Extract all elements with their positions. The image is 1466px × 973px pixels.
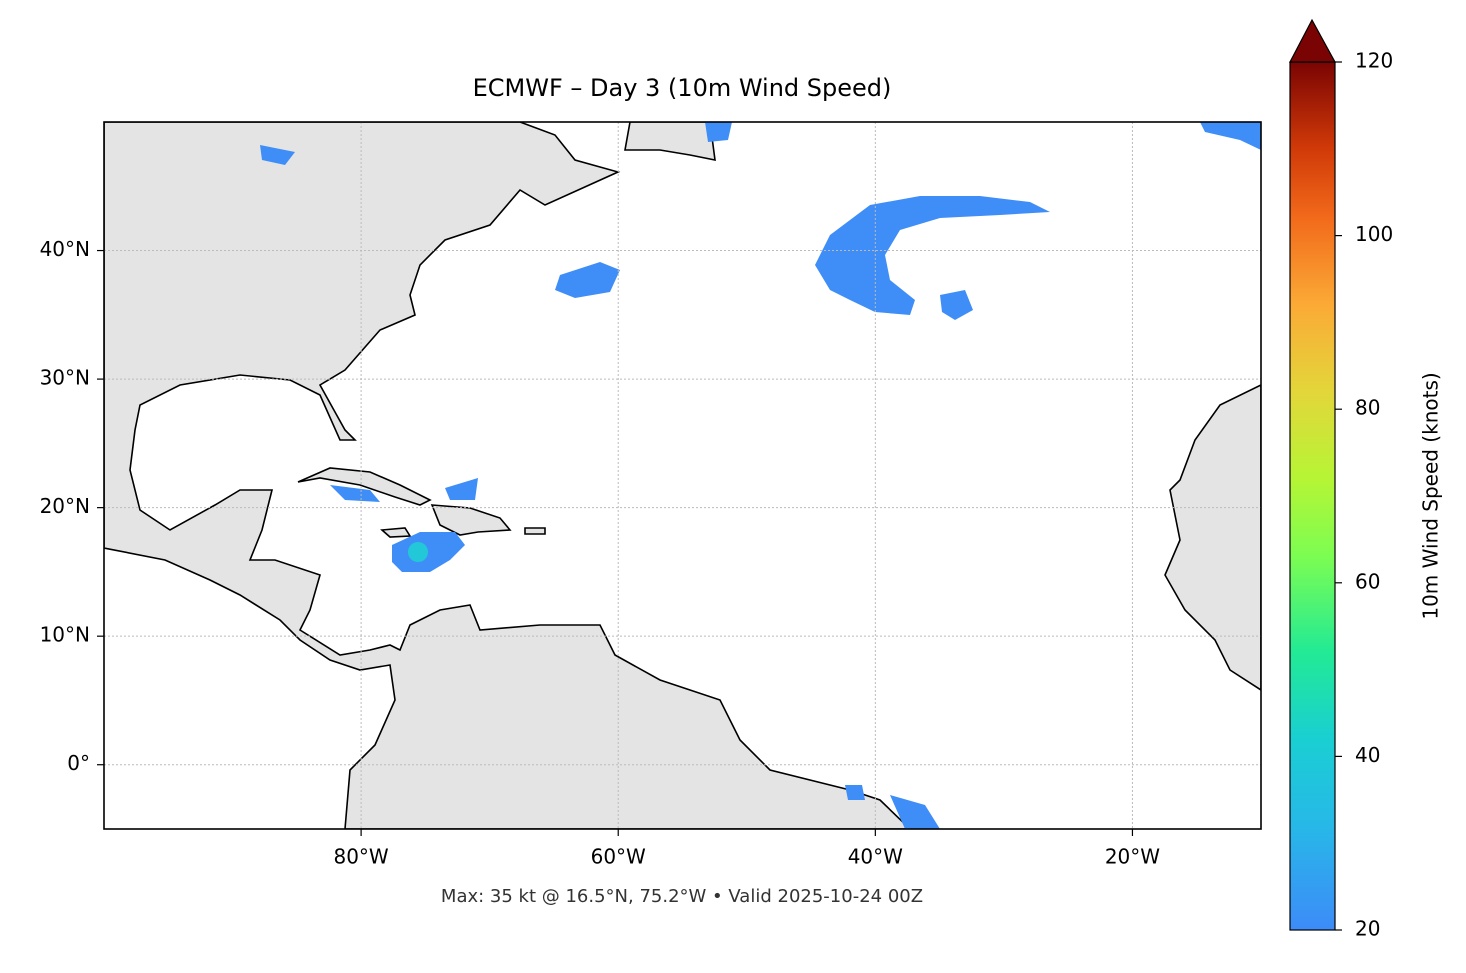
newfoundland	[624, 122, 716, 162]
wind-area	[815, 196, 1050, 315]
colorbar	[1289, 61, 1336, 931]
americas	[104, 122, 912, 829]
wind-area	[392, 532, 465, 572]
y-tick-label: 20°N	[40, 494, 90, 518]
cuba	[297, 467, 432, 506]
y-tick-label: 10°N	[40, 623, 90, 647]
chart-title: ECMWF – Day 3 (10m Wind Speed)	[473, 74, 892, 102]
hispaniola	[430, 504, 512, 536]
colorbar-tick-label: 60	[1355, 569, 1380, 593]
africa	[1164, 384, 1261, 691]
caption: Max: 35 kt @ 16.5°N, 75.2°W • Valid 2025…	[441, 886, 923, 907]
wind-area	[408, 542, 428, 562]
colorbar-extend	[1289, 18, 1337, 63]
jamaica	[380, 527, 412, 538]
colorbar-tick-label: 120	[1355, 49, 1393, 73]
x-tick-label: 20°W	[1105, 845, 1160, 869]
x-tick-label: 40°W	[848, 845, 903, 869]
y-tick-label: 30°N	[40, 366, 90, 390]
colorbar-tick-label: 20	[1355, 917, 1380, 941]
x-tick-label: 80°W	[333, 845, 388, 869]
map-layer	[104, 122, 1261, 829]
colorbar-tick-label: 40	[1355, 743, 1380, 767]
colorbar-tick-label: 80	[1355, 396, 1380, 420]
colorbar-label: 10m Wind Speed (knots)	[1419, 372, 1443, 619]
y-tick-label: 40°N	[40, 237, 90, 261]
y-tick-label: 0°	[67, 751, 90, 775]
x-tick-label: 60°W	[591, 845, 646, 869]
axes-frame	[103, 121, 1262, 830]
puerto-rico	[524, 527, 546, 535]
wind-area	[940, 290, 973, 320]
colorbar-tick-label: 100	[1355, 222, 1393, 246]
wind-area	[555, 262, 620, 298]
grid-layer	[104, 122, 1261, 829]
